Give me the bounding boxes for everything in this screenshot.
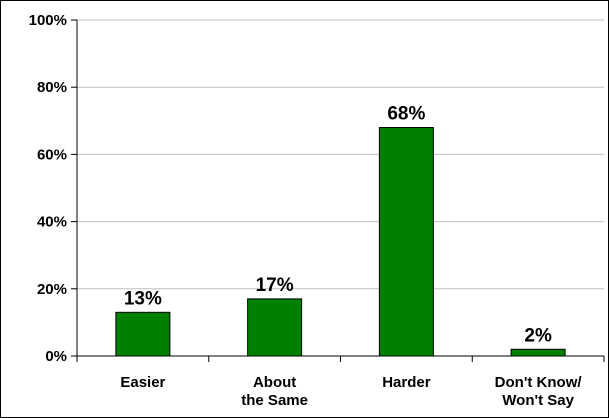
y-tick-label-0: 0% <box>45 348 67 365</box>
data-label-0: 13% <box>124 288 162 309</box>
bar-3 <box>510 348 566 357</box>
y-tick-label-80: 80% <box>37 79 67 96</box>
bar-2 <box>378 127 434 357</box>
data-label-1: 17% <box>256 275 294 296</box>
bar-0 <box>115 311 171 357</box>
data-label-3: 2% <box>524 325 552 346</box>
axes <box>71 19 605 362</box>
category-label-0-0: Easier <box>120 374 165 391</box>
category-label-2-0: Harder <box>382 374 431 391</box>
gridlines <box>77 19 604 290</box>
category-label-3-1: Won't Say <box>502 392 574 409</box>
category-label-1-1: the Same <box>241 392 308 409</box>
category-label-3-0: Don't Know/ <box>495 374 583 391</box>
y-tick-label-60: 60% <box>37 146 67 163</box>
bar-1 <box>247 298 303 357</box>
y-tick-label-20: 20% <box>37 281 67 298</box>
y-tick-label-40: 40% <box>37 214 67 231</box>
data-label-2: 68% <box>387 104 425 125</box>
category-label-1-0: About <box>253 374 296 391</box>
bars <box>115 127 566 357</box>
y-tick-label-100: 100% <box>29 12 67 29</box>
